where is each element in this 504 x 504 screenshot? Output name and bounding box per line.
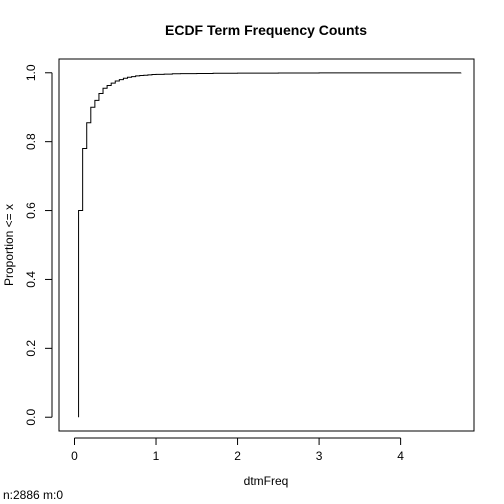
y-tick-label: 1.0 (24, 64, 38, 81)
y-axis: 0.0 0.2 0.4 0.6 0.8 1.0 (24, 64, 53, 426)
plot-frame (58, 58, 475, 432)
y-tick-label: 0.0 (24, 409, 38, 426)
y-tick-label: 0.8 (24, 133, 38, 150)
y-tick-label: 0.4 (24, 271, 38, 288)
x-axis: 0 1 2 3 4 (71, 437, 404, 463)
ecdf-series (78, 72, 462, 418)
ecdf-step-line (78, 72, 462, 418)
x-tick-label: 1 (153, 449, 160, 463)
y-tick-label: 0.2 (24, 340, 38, 357)
x-tick-label: 2 (234, 449, 241, 463)
y-tick-label: 0.6 (24, 202, 38, 219)
x-tick-label: 0 (71, 449, 78, 463)
y-axis-title: Proportion <= x (2, 204, 16, 286)
chart-title: ECDF Term Frequency Counts (165, 22, 367, 38)
sample-size-note: n:2886 m:0 (3, 488, 63, 502)
x-axis-title: dtmFreq (244, 474, 289, 488)
x-tick-label: 3 (316, 449, 323, 463)
x-tick-label: 4 (397, 449, 404, 463)
